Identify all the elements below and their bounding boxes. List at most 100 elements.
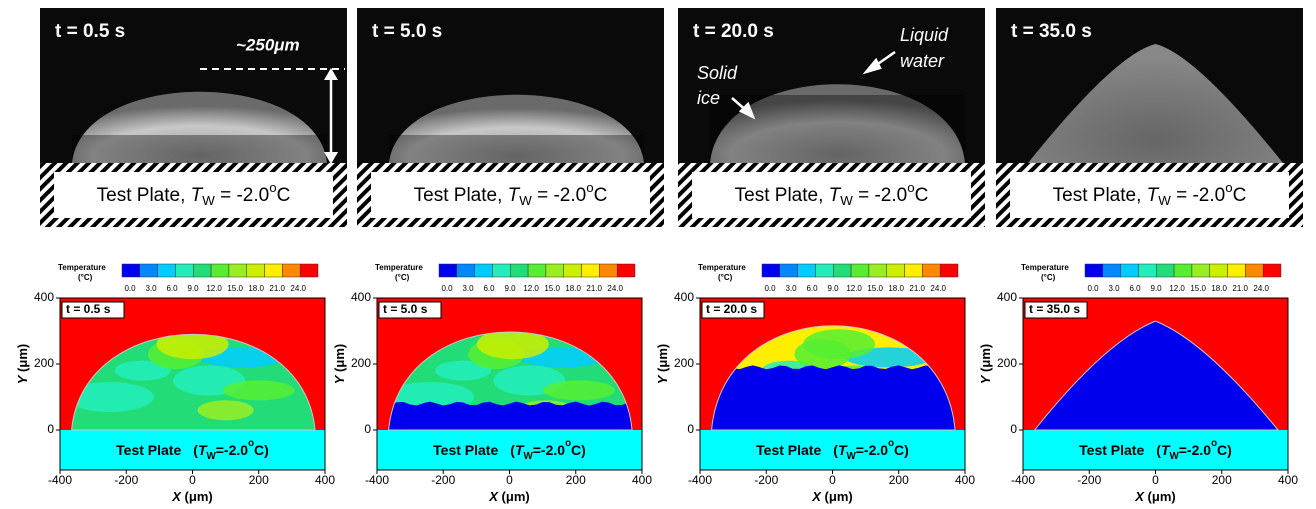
legend-swatch	[851, 264, 869, 277]
legend-label: 18.0	[565, 284, 581, 293]
legend-swatch	[922, 264, 940, 277]
text-part: C)	[1217, 442, 1232, 458]
plot-time: t = 35.0 s	[1029, 302, 1080, 316]
text-part: = -2.0	[853, 185, 907, 206]
x-tick-label: -200	[431, 473, 455, 487]
legend-swatch	[617, 264, 635, 277]
legend-swatch	[1210, 264, 1228, 277]
photo-time: t = 20.0 s	[693, 21, 774, 42]
legend-title: (°C)	[395, 273, 410, 282]
text-part: C)	[254, 442, 269, 458]
legend-label: 12.0	[846, 284, 862, 293]
y-tick-label: 0	[47, 422, 54, 436]
text-part: W	[1158, 193, 1171, 208]
legend-swatch	[564, 264, 582, 277]
legend-swatch	[229, 264, 247, 277]
legend-swatch	[457, 264, 475, 277]
text-part: (μm)	[332, 344, 347, 376]
legend-swatch	[1174, 264, 1192, 277]
text-part: = -2.0	[1171, 185, 1225, 206]
legend-swatch	[439, 264, 457, 277]
text-part: Test Plate	[1079, 442, 1144, 458]
text-part: (μm)	[655, 344, 670, 376]
legend-swatch	[282, 264, 300, 277]
text-part: (μm)	[821, 489, 853, 504]
plot-time: t = 5.0 s	[383, 302, 428, 316]
legend-label: 24.0	[930, 284, 946, 293]
legend-label: 9.0	[505, 284, 517, 293]
legend-swatch	[1156, 264, 1174, 277]
x-tick-label: 200	[889, 473, 909, 487]
x-axis-label: X (μm)	[1134, 489, 1175, 504]
text-part: =-2.0	[533, 442, 566, 458]
legend-swatch	[158, 264, 176, 277]
legend-swatch	[1192, 264, 1210, 277]
legend-label: 6.0	[806, 284, 818, 293]
legend-title: (°C)	[718, 273, 733, 282]
text-part: Test Plate	[116, 442, 181, 458]
x-tick-label: -200	[754, 473, 778, 487]
y-axis-label: Y (μm)	[15, 344, 30, 384]
plot-time: t = 20.0 s	[706, 302, 757, 316]
legend-swatch	[798, 264, 816, 277]
legend-title: (°C)	[78, 273, 93, 282]
legend-swatch	[492, 264, 510, 277]
legend-title: Temperature	[1021, 263, 1069, 272]
legend-label: 6.0	[1129, 284, 1141, 293]
liquid-label-1: Liquid	[900, 25, 949, 45]
y-axis-label: Y (μm)	[978, 344, 993, 384]
legend-label: 0.0	[124, 284, 136, 293]
text-part: (μm)	[498, 489, 530, 504]
x-tick-label: 200	[1212, 473, 1232, 487]
legend-label: 0.0	[764, 284, 776, 293]
x-tick-label: 0	[1152, 473, 1159, 487]
legend-swatch	[1138, 264, 1156, 277]
x-tick-label: 400	[955, 473, 975, 487]
legend-label: 18.0	[1211, 284, 1227, 293]
x-tick-label: -400	[48, 473, 72, 487]
legend-swatch	[475, 264, 493, 277]
text-part: W	[202, 193, 215, 208]
legend-label: 12.0	[523, 284, 539, 293]
legend-swatch	[510, 264, 528, 277]
x-tick-label: -400	[688, 473, 712, 487]
ice-region	[72, 135, 327, 163]
text-part: C	[594, 185, 608, 206]
x-tick-label: 200	[566, 473, 586, 487]
legend-swatch	[211, 264, 229, 277]
x-axis-label: X (μm)	[171, 489, 212, 504]
y-tick-label: 400	[674, 290, 694, 304]
legend-swatch	[300, 264, 318, 277]
y-tick-label: 200	[351, 356, 371, 370]
x-tick-label: 0	[506, 473, 513, 487]
y-tick-label: 0	[687, 422, 694, 436]
y-axis-label: Y (μm)	[655, 344, 670, 384]
legend-label: 3.0	[462, 284, 474, 293]
legend-label: 18.0	[248, 284, 264, 293]
legend-swatch	[140, 264, 158, 277]
legend-swatch	[1103, 264, 1121, 277]
legend-label: 3.0	[785, 284, 797, 293]
legend-swatch	[528, 264, 546, 277]
x-tick-label: 0	[189, 473, 196, 487]
legend-label: 6.0	[166, 284, 178, 293]
legend-label: 12.0	[206, 284, 222, 293]
liquid-label-2: water	[900, 51, 945, 71]
solid-label-2: ice	[697, 88, 720, 108]
text-part: (μm)	[181, 489, 213, 504]
text-part: (μm)	[1144, 489, 1176, 504]
legend-swatch	[247, 264, 265, 277]
legend-swatch	[1085, 264, 1103, 277]
legend-swatch	[1263, 264, 1281, 277]
text-part: =-2.0	[856, 442, 889, 458]
legend-title: Temperature	[375, 263, 423, 272]
x-axis-label: X (μm)	[488, 489, 529, 504]
legend-label: 9.0	[828, 284, 840, 293]
legend-label: 21.0	[909, 284, 925, 293]
legend-swatch	[869, 264, 887, 277]
text-part: C	[1233, 185, 1247, 206]
legend-swatch	[193, 264, 211, 277]
legend-swatch	[887, 264, 905, 277]
legend-swatch	[780, 264, 798, 277]
legend-label: 24.0	[290, 284, 306, 293]
